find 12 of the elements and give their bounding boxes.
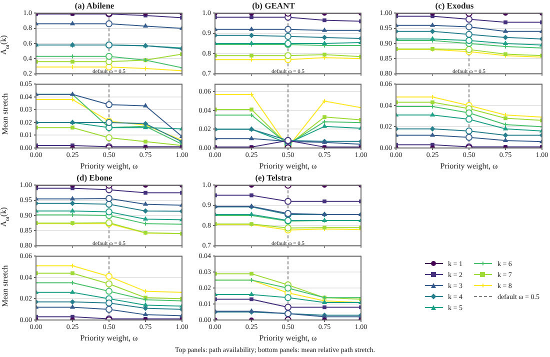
chart-title: (c) Exodus xyxy=(435,0,474,10)
y-axis-title: Mean stretch xyxy=(0,93,10,135)
x-axis-title: Priority weight, ω xyxy=(80,333,138,342)
chart-title: (e) Telstra xyxy=(255,172,293,182)
chart-title: (b) GEANT xyxy=(252,0,296,10)
y-axis-title: Mean stretch xyxy=(0,265,10,307)
x-axis-title: Priority weight, ω xyxy=(259,161,317,170)
chart-title: (a) Abilene xyxy=(74,0,114,10)
x-axis-title: Priority weight, ω xyxy=(259,333,317,342)
x-axis-title: Priority weight, ω xyxy=(80,161,138,170)
chart-title: (d) Ebone xyxy=(76,172,113,182)
x-axis-title: Priority weight, ω xyxy=(440,161,498,170)
